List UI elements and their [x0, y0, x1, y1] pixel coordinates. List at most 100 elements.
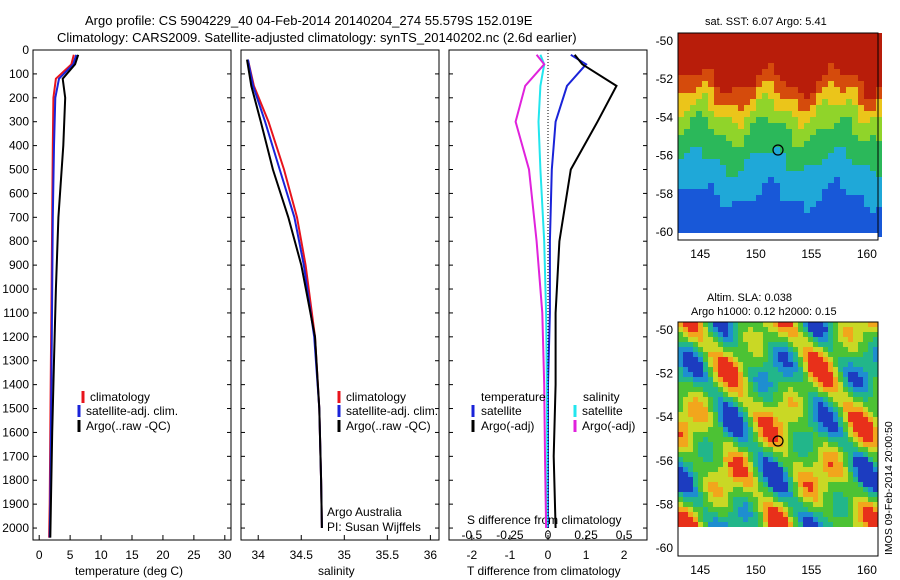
- sst-cell: [732, 219, 738, 225]
- sla-cell: [848, 467, 853, 472]
- sla-cell: [743, 417, 748, 422]
- sst-cell: [720, 165, 726, 171]
- sla-cell: [753, 462, 758, 467]
- sla-cell: [688, 512, 693, 517]
- sst-cell: [774, 171, 780, 177]
- sla-cell: [693, 512, 698, 517]
- sst-cell: [768, 195, 774, 201]
- sla-cell: [818, 512, 823, 517]
- sst-cell: [810, 177, 816, 183]
- sla-cell: [698, 387, 703, 392]
- sla-cell: [758, 392, 763, 397]
- sla-cell: [813, 437, 818, 442]
- sla-cell: [803, 397, 808, 402]
- sla-cell: [818, 337, 823, 342]
- sla-cell: [758, 357, 763, 362]
- sst-cell: [756, 33, 762, 39]
- sla-cell: [778, 502, 783, 507]
- sla-cell: [808, 412, 813, 417]
- sla-cell: [683, 377, 688, 382]
- sst-cell: [744, 69, 750, 75]
- sst-cell: [714, 147, 720, 153]
- sla-cell: [853, 382, 858, 387]
- sla-cell: [758, 337, 763, 342]
- sla-cell: [813, 322, 818, 327]
- sla-cell: [838, 382, 843, 387]
- sst-cell: [738, 159, 744, 165]
- sla-cell: [733, 502, 738, 507]
- sla-cell: [808, 427, 813, 432]
- sst-cell: [726, 225, 732, 231]
- sla-cell: [683, 357, 688, 362]
- sst-cell: [792, 189, 798, 195]
- sst-cell: [834, 225, 840, 231]
- sla-cell: [718, 417, 723, 422]
- sst-cell: [840, 87, 846, 93]
- sst-cell: [726, 159, 732, 165]
- sla-cell: [743, 407, 748, 412]
- sla-cell: [793, 472, 798, 477]
- sla-cell: [698, 472, 703, 477]
- sla-cell: [743, 457, 748, 462]
- sla-cell: [703, 462, 708, 467]
- sla-cell: [858, 392, 863, 397]
- sst-cell: [708, 51, 714, 57]
- sla-cell: [703, 422, 708, 427]
- sla-cell: [723, 337, 728, 342]
- sla-cell: [728, 482, 733, 487]
- sla-cell: [828, 387, 833, 392]
- sla-cell: [683, 442, 688, 447]
- sla-cell: [753, 477, 758, 482]
- sst-cell: [738, 57, 744, 63]
- sst-cell: [834, 51, 840, 57]
- sst-cell: [744, 45, 750, 51]
- sla-cell: [843, 517, 848, 522]
- sla-cell: [748, 482, 753, 487]
- sst-cell: [684, 69, 690, 75]
- sla-cell: [713, 507, 718, 512]
- sla-cell: [863, 432, 868, 437]
- sst-cell: [768, 111, 774, 117]
- sla-cell: [823, 497, 828, 502]
- sla-cell: [763, 497, 768, 502]
- sla-cell: [708, 492, 713, 497]
- sla-cell: [783, 427, 788, 432]
- sla-cell: [853, 357, 858, 362]
- sla-cell: [758, 487, 763, 492]
- sla-cell: [678, 322, 683, 327]
- sst-cell: [864, 147, 870, 153]
- sla-cell: [843, 392, 848, 397]
- depth-tick-label: 2000: [2, 521, 29, 535]
- sla-cell: [713, 417, 718, 422]
- sla-cell: [823, 517, 828, 522]
- sla-cell: [873, 467, 878, 472]
- sst-cell: [792, 99, 798, 105]
- sst-cell: [696, 207, 702, 213]
- sst-cell: [822, 213, 828, 219]
- sst-cell: [864, 81, 870, 87]
- sst-cell: [744, 75, 750, 81]
- sla-cell: [808, 517, 813, 522]
- sla-cell: [763, 357, 768, 362]
- sst-cell: [720, 111, 726, 117]
- sst-cell: [792, 183, 798, 189]
- sla-cell: [858, 452, 863, 457]
- sst-cell: [846, 93, 852, 99]
- sst-cell: [864, 141, 870, 147]
- sst-cell: [864, 153, 870, 159]
- sst-cell: [720, 129, 726, 135]
- sla-cell: [828, 447, 833, 452]
- sla-cell: [788, 352, 793, 357]
- depth-tick-label: 900: [9, 258, 29, 272]
- sst-cell: [768, 189, 774, 195]
- difference-line-1: [552, 54, 618, 529]
- sla-cell: [803, 427, 808, 432]
- sst-cell: [864, 99, 870, 105]
- sla-cell: [793, 392, 798, 397]
- sla-cell: [788, 392, 793, 397]
- sla-cell: [803, 362, 808, 367]
- sla-cell: [748, 372, 753, 377]
- sst-cell: [816, 57, 822, 63]
- sst-cell: [774, 93, 780, 99]
- sla-cell: [853, 342, 858, 347]
